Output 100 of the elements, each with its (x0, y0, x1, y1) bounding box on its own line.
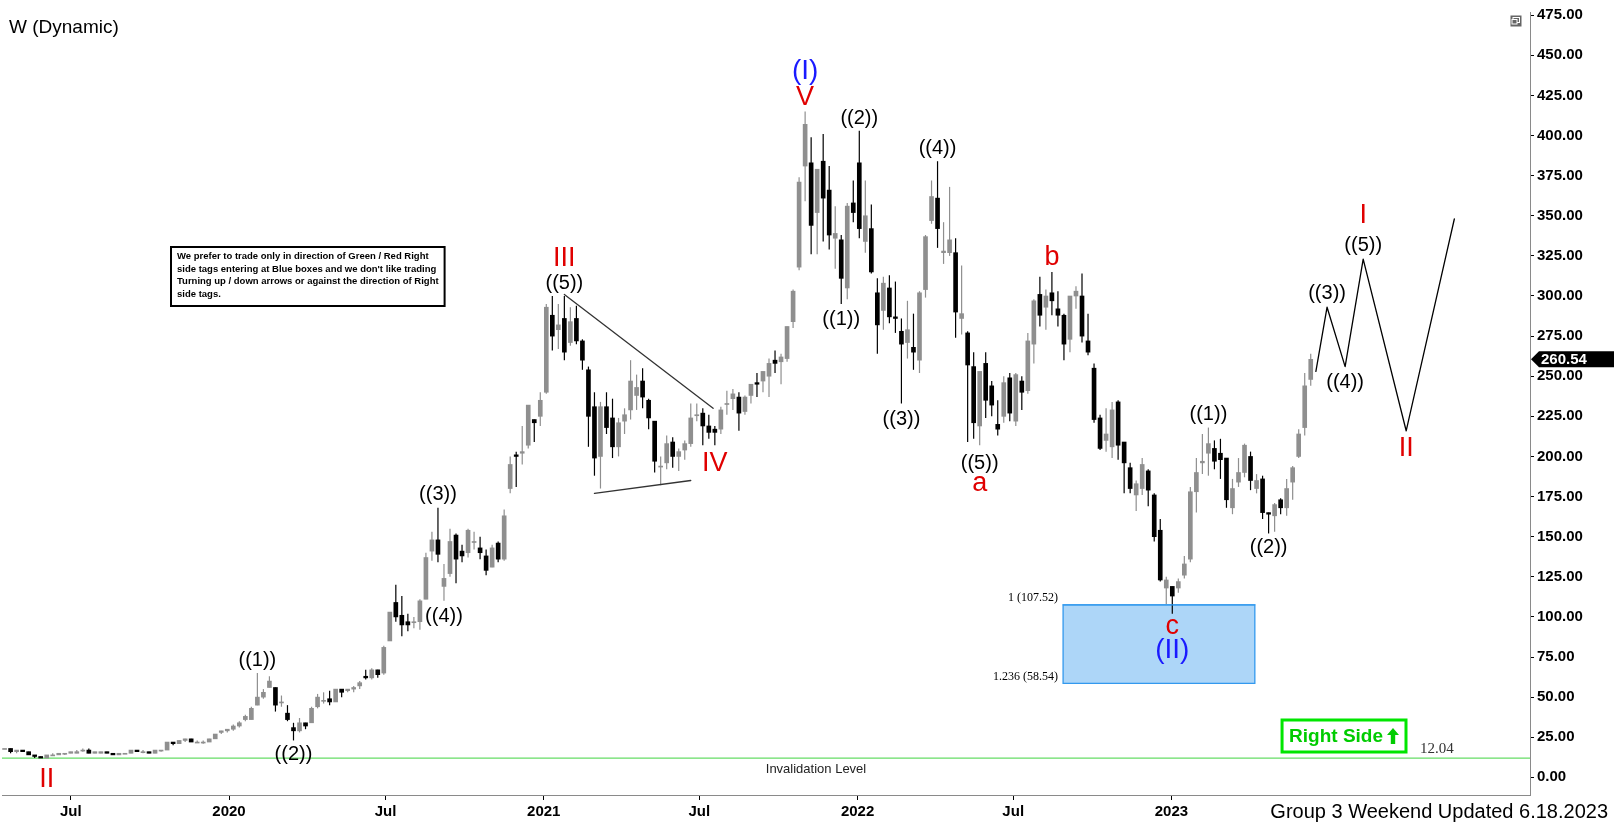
y-tick-label: 475.00 (1537, 5, 1583, 23)
candlestick (531, 418, 537, 443)
y-tick-label: 450.00 (1537, 45, 1583, 63)
ref-line-label: Invalidation Level (765, 761, 867, 777)
candlestick (911, 313, 916, 371)
annotation: III (553, 242, 576, 273)
y-tick-label: 200.00 (1537, 446, 1583, 464)
x-tick-label: 2023 (1154, 802, 1189, 820)
y-tick-label: 150.00 (1537, 526, 1583, 544)
candlestick (646, 398, 651, 430)
candlestick (1296, 428, 1302, 459)
annotation: 1 (107.52) (1008, 589, 1059, 604)
annotation: ((2)) (274, 741, 313, 764)
annotation: ((3)) (882, 407, 921, 430)
candlestick (471, 531, 477, 551)
candlestick (1206, 426, 1211, 477)
candlestick (1308, 353, 1314, 387)
candlestick (832, 205, 838, 270)
annotation: II (1398, 432, 1414, 463)
annotation: (II) (1155, 633, 1190, 665)
candlestick (899, 317, 904, 405)
x-tick-label: Jul (59, 802, 82, 820)
annotation: IV (702, 446, 728, 477)
candlestick (1049, 271, 1055, 316)
annotation: ((5)) (545, 270, 584, 293)
annotation: ((2)) (840, 106, 879, 129)
annotation: ((5)) (1344, 232, 1383, 255)
candlestick (513, 451, 519, 488)
candlestick (724, 390, 730, 416)
candlestick (549, 295, 555, 352)
candlestick (959, 264, 964, 336)
y-tick-label: 225.00 (1537, 406, 1583, 424)
annotation: II (39, 762, 55, 793)
y-tick-label: 425.00 (1537, 85, 1583, 103)
annotation: ((4)) (425, 604, 463, 627)
x-tick-label: Jul (374, 802, 397, 820)
x-tick-label: 2020 (212, 802, 246, 820)
candlestick (519, 425, 525, 466)
y-tick-label: 0.00 (1537, 767, 1567, 785)
candlestick (995, 399, 1001, 437)
candlestick (622, 407, 627, 435)
candlestick (893, 280, 898, 334)
x-tick-label: Jul (1002, 802, 1025, 820)
y-tick-label: 25.00 (1537, 727, 1575, 745)
candlestick (580, 338, 585, 371)
chart-title: W (Dynamic) (9, 15, 119, 37)
annotation: ((1)) (822, 306, 861, 329)
candlestick (273, 686, 278, 713)
y-tick-label: 100.00 (1537, 607, 1583, 625)
candlestick (1019, 375, 1025, 411)
x-tick-label: 2022 (840, 802, 875, 820)
y-tick-label: 250.00 (1537, 366, 1583, 384)
annotation: ((2)) (1249, 534, 1288, 557)
annotation: b (1044, 241, 1060, 272)
candlestick (1284, 478, 1289, 517)
candlestick (441, 563, 447, 602)
y-tick-label: 50.00 (1537, 687, 1575, 705)
candlestick (537, 391, 543, 427)
candlestick (1145, 468, 1151, 507)
y-tick-label: 300.00 (1537, 286, 1583, 304)
candlestick (754, 372, 760, 398)
annotation: ((3)) (1308, 280, 1346, 303)
candlestick (1254, 473, 1259, 494)
candlestick (574, 305, 579, 345)
x-tick-label: 2021 (527, 802, 561, 820)
candlestick (568, 306, 573, 347)
candlestick (700, 407, 706, 446)
candlestick (411, 616, 417, 629)
candlestick (640, 367, 645, 409)
y-tick-label: 125.00 (1537, 566, 1583, 584)
y-tick-label: 75.00 (1537, 647, 1575, 665)
annotation: Right Side (1289, 725, 1384, 747)
x-tick-label: Jul (688, 802, 711, 820)
candlestick (706, 414, 712, 440)
annotation: ((4)) (918, 135, 957, 158)
candlestick (1200, 433, 1205, 475)
candlestick (255, 672, 260, 706)
candlestick (1169, 585, 1175, 615)
candlestick (664, 434, 670, 470)
candlestick (670, 436, 676, 469)
candlestick (1163, 576, 1169, 605)
annotation: ((3)) (419, 482, 457, 505)
annotation: ((1)) (238, 647, 277, 670)
annotation: 12.04 (1419, 740, 1455, 757)
candlestick (905, 300, 910, 360)
y-tick-label: 275.00 (1537, 326, 1583, 344)
y-tick-label: 325.00 (1537, 246, 1583, 264)
y-tick-label: 350.00 (1537, 205, 1583, 223)
y-tick-label: 375.00 (1537, 165, 1583, 183)
candlestick (676, 447, 682, 472)
candlestick (1182, 555, 1187, 579)
text: 260.54 (1541, 350, 1588, 368)
y-tick-label: 400.00 (1537, 125, 1583, 143)
candlestick (1272, 502, 1277, 533)
annotation: ((4)) (1326, 370, 1365, 393)
y-tick-label: 175.00 (1537, 486, 1583, 504)
candlestick (1230, 478, 1235, 515)
candlestick (1290, 465, 1295, 501)
annotation: I (1359, 198, 1367, 229)
candlestick (556, 303, 561, 350)
